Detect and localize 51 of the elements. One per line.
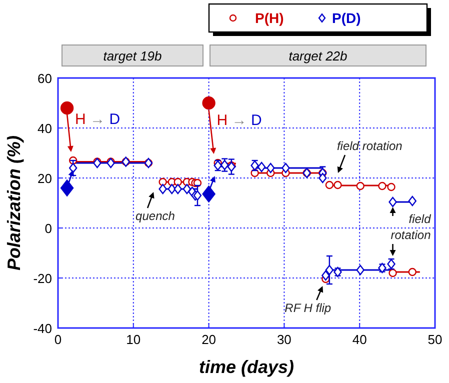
point xyxy=(174,178,182,186)
annotation: H → D xyxy=(216,112,262,129)
point xyxy=(202,96,216,110)
point xyxy=(408,196,416,206)
y-tick-label: 20 xyxy=(38,171,52,186)
legend-label: P(D) xyxy=(332,10,361,26)
text: target 22b xyxy=(288,48,348,64)
x-tick-label: 50 xyxy=(428,332,442,347)
y-axis-title: Polarization (%) xyxy=(4,135,24,271)
annotation: RF H flip xyxy=(284,301,332,315)
point xyxy=(356,264,364,276)
point xyxy=(322,270,330,281)
point xyxy=(193,190,202,201)
x-tick-label: 30 xyxy=(276,332,292,347)
point xyxy=(93,158,102,168)
point xyxy=(282,162,290,174)
point xyxy=(408,268,416,276)
point xyxy=(60,101,74,115)
y-tick-label: 40 xyxy=(38,121,52,136)
y-tick-label: 0 xyxy=(44,221,52,236)
point xyxy=(388,196,397,208)
y-tick-label: -20 xyxy=(33,271,52,286)
x-tick-label: 0 xyxy=(54,332,62,347)
annotation: field rotation xyxy=(336,139,403,153)
point xyxy=(60,180,74,196)
annotation: quench xyxy=(136,209,176,223)
annotation: H → D xyxy=(75,111,120,128)
y-tick-label: -40 xyxy=(33,321,52,336)
point xyxy=(257,162,266,172)
annotation: field rotation xyxy=(390,212,432,242)
point xyxy=(356,182,364,190)
x-axis-title: time (days) xyxy=(198,357,294,377)
legend-label: P(H) xyxy=(255,10,284,26)
point xyxy=(334,180,342,190)
point xyxy=(325,180,334,190)
point xyxy=(106,158,115,168)
point xyxy=(158,184,167,194)
point xyxy=(182,184,192,194)
point xyxy=(202,186,216,202)
point xyxy=(378,182,386,190)
x-tick-label: 40 xyxy=(352,332,367,347)
text: target 19b xyxy=(103,48,162,64)
point xyxy=(168,184,176,194)
point xyxy=(387,182,396,192)
y-tick-label: 60 xyxy=(38,71,52,86)
x-tick-label: 10 xyxy=(126,332,141,347)
point xyxy=(325,264,334,276)
x-tick-label: 20 xyxy=(202,332,216,347)
point xyxy=(174,184,182,194)
point xyxy=(158,178,167,186)
point xyxy=(266,162,275,174)
